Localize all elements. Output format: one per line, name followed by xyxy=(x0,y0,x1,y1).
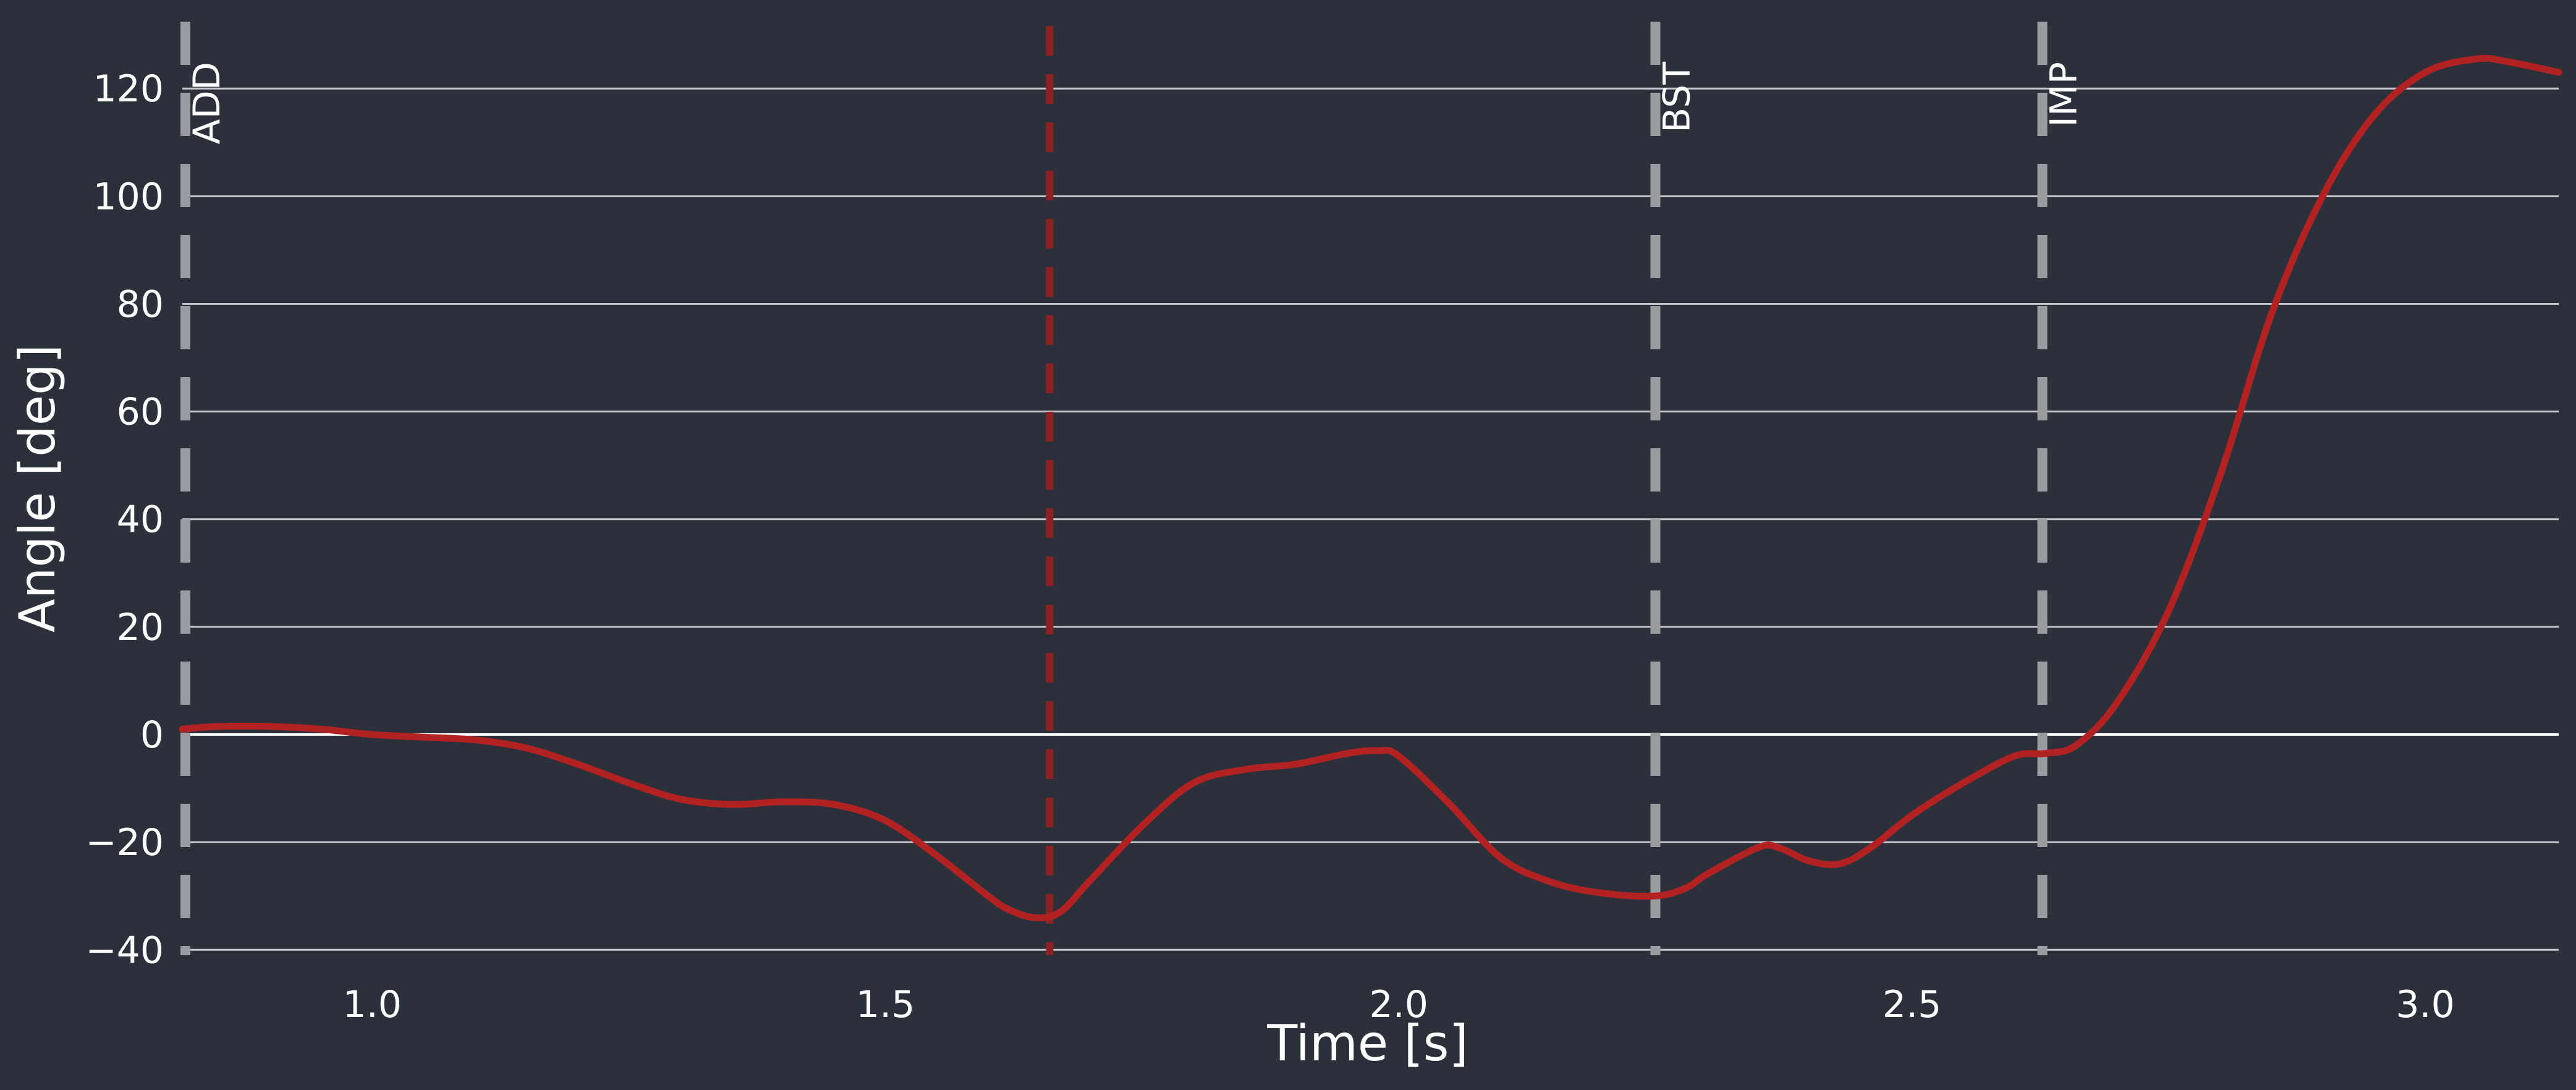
y-tick-label: 0 xyxy=(140,713,164,757)
y-tick-label: 120 xyxy=(93,67,164,111)
event-label-add: ADD xyxy=(185,62,229,144)
x-tick-label: 1.5 xyxy=(856,983,915,1026)
y-tick-label: −40 xyxy=(85,929,164,972)
y-tick-label: 20 xyxy=(117,606,164,649)
y-tick-label: 40 xyxy=(117,498,164,542)
event-markers: ADD BST IMP xyxy=(185,22,2086,955)
event-label-bst: BST xyxy=(1655,62,1698,133)
series-layer xyxy=(182,58,2559,918)
y-axis-label: Angle [deg] xyxy=(9,344,66,632)
y-tick-label: 80 xyxy=(117,283,164,326)
y-tick-label: 100 xyxy=(93,175,164,218)
y-tick-label: 60 xyxy=(117,391,164,434)
x-tick-label: 1.0 xyxy=(343,983,402,1026)
event-label-imp: IMP xyxy=(2043,62,2086,127)
x-tick-label: 3.0 xyxy=(2396,983,2454,1026)
series-line-0 xyxy=(182,58,2559,918)
y-tick-label: −20 xyxy=(85,821,164,864)
x-tick-label: 2.5 xyxy=(1883,983,1941,1026)
x-axis-label: Time [s] xyxy=(1266,1015,1468,1072)
